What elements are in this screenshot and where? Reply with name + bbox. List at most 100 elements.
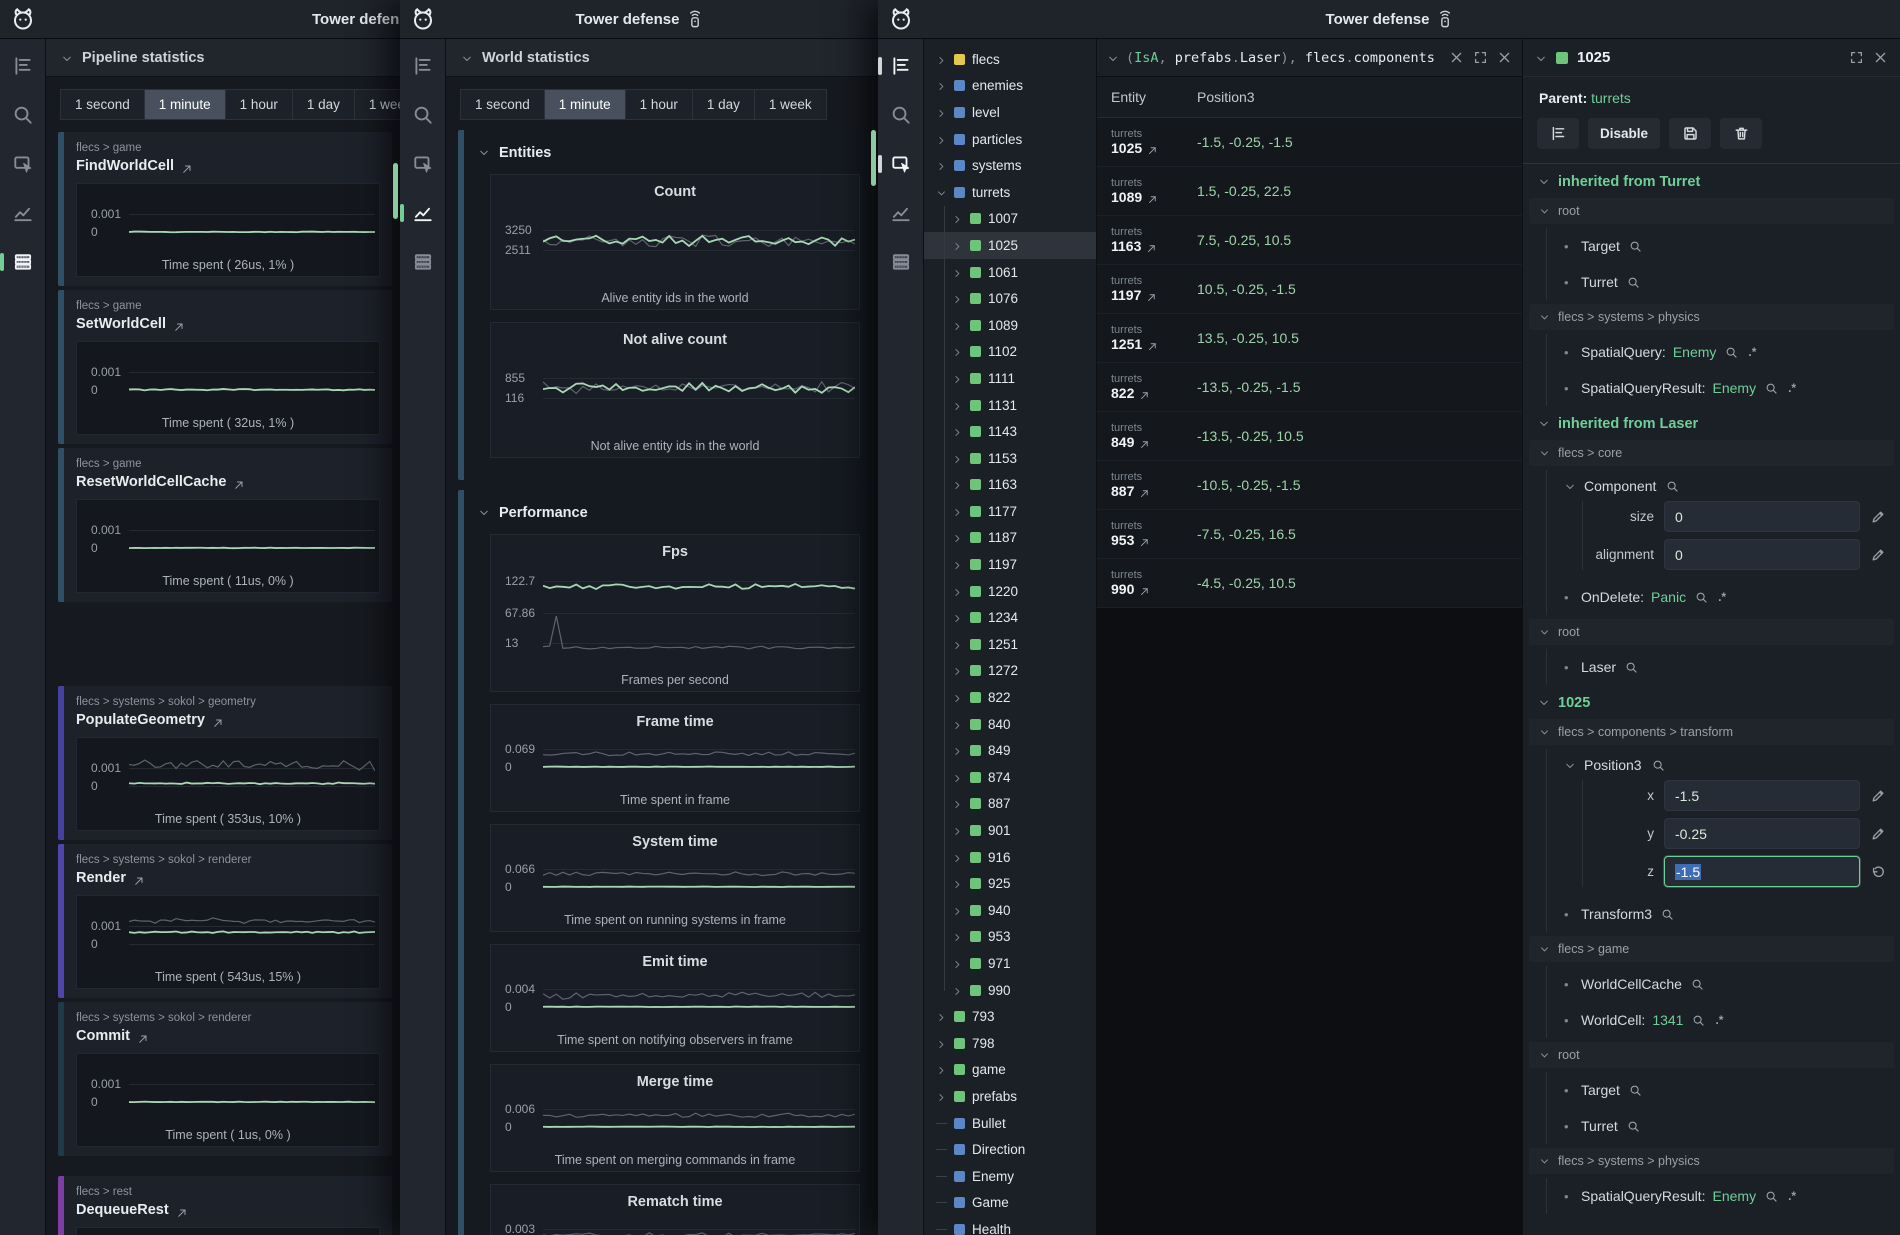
chevron-right-icon[interactable]	[952, 745, 963, 756]
entity-id-link[interactable]: 1025	[1111, 140, 1197, 156]
search-icon[interactable]	[1627, 1120, 1640, 1133]
chevron-right-icon[interactable]	[952, 931, 963, 942]
chevron-right-icon[interactable]	[952, 479, 963, 490]
chevron-right-icon[interactable]	[952, 985, 963, 996]
query-expression[interactable]: (IsA, prefabs.Laser), flecs.components	[1126, 49, 1435, 66]
chevron-right-icon[interactable]	[952, 825, 963, 836]
search-icon[interactable]	[1695, 591, 1708, 604]
component-value[interactable]: Panic	[1651, 589, 1687, 605]
open-link-icon[interactable]	[181, 161, 193, 173]
tree-item-Bullet[interactable]: Bullet	[924, 1110, 1096, 1137]
tree-item-916[interactable]: 916	[924, 844, 1096, 871]
component-value[interactable]: Enemy	[1712, 380, 1757, 396]
component-SpatialQueryResult[interactable]: • SpatialQueryResult: Enemy .*	[1564, 370, 1886, 406]
tab-1-second[interactable]: 1 second	[61, 90, 145, 119]
tab-1-week[interactable]: 1 week	[354, 90, 400, 119]
chevron-right-icon[interactable]	[952, 905, 963, 916]
chevron-right-icon[interactable]	[952, 320, 963, 331]
search-icon[interactable]	[1666, 480, 1679, 493]
tab-1-second[interactable]: 1 second	[461, 90, 545, 119]
tree-item-enemies[interactable]: enemies	[924, 73, 1096, 100]
tab-1-minute[interactable]: 1 minute	[544, 90, 626, 119]
chevron-down-icon[interactable]	[936, 187, 947, 198]
entity-id-link[interactable]: 1197	[1111, 287, 1197, 303]
open-link-icon[interactable]	[173, 319, 185, 331]
search-icon[interactable]	[412, 104, 434, 126]
search-icon[interactable]	[1652, 759, 1665, 772]
tree-item-1061[interactable]: 1061	[924, 259, 1096, 286]
chevron-right-icon[interactable]	[952, 506, 963, 517]
scrollbar-thumb[interactable]	[871, 130, 876, 186]
entity-id-link[interactable]: 849	[1111, 434, 1197, 450]
statistics-icon[interactable]	[412, 251, 434, 273]
chevron-right-icon[interactable]	[952, 240, 963, 251]
chevron-right-icon[interactable]	[952, 400, 963, 411]
open-link-icon[interactable]	[233, 477, 245, 489]
component-WorldCellCache[interactable]: • WorldCellCache	[1564, 966, 1886, 1002]
chevron-right-icon[interactable]	[936, 160, 947, 171]
chevron-right-icon[interactable]	[936, 1091, 947, 1102]
edit-pencil-icon[interactable]	[1870, 788, 1886, 804]
tab-1-minute[interactable]: 1 minute	[144, 90, 226, 119]
field-input-x[interactable]: -1.5	[1664, 780, 1860, 811]
fullscreen-icon[interactable]	[1849, 50, 1864, 65]
tree-item-level[interactable]: level	[924, 99, 1096, 126]
chevron-right-icon[interactable]	[952, 346, 963, 357]
close-icon[interactable]	[1497, 50, 1512, 65]
tree-item-874[interactable]: 874	[924, 764, 1096, 791]
search-icon[interactable]	[1765, 382, 1778, 395]
chevron-right-icon[interactable]	[936, 1064, 947, 1075]
chevron-right-icon[interactable]	[952, 798, 963, 809]
inspector-section-inherited-from-Laser[interactable]: inherited from Laser	[1538, 416, 1886, 432]
inspector-icon[interactable]	[878, 153, 912, 175]
entity-id-link[interactable]: 887	[1111, 483, 1197, 499]
component-value[interactable]: 1341	[1652, 1012, 1684, 1028]
tree-view-button[interactable]	[1537, 118, 1579, 149]
tab-1-week[interactable]: 1 week	[754, 90, 826, 119]
tree-icon[interactable]	[12, 55, 34, 77]
chart-icon[interactable]	[12, 202, 34, 224]
tab-1-hour[interactable]: 1 hour	[625, 90, 693, 119]
component-Transform3[interactable]: • Transform3	[1564, 896, 1886, 932]
panel-header-world[interactable]: World statistics	[446, 39, 878, 77]
chevron-down-icon[interactable]	[1535, 52, 1547, 64]
delete-button[interactable]	[1720, 118, 1763, 149]
tree-item-990[interactable]: 990	[924, 977, 1096, 1004]
tree-icon[interactable]	[412, 55, 434, 77]
field-input-size[interactable]: 0	[1664, 501, 1860, 532]
fullscreen-icon[interactable]	[1473, 50, 1488, 65]
chevron-right-icon[interactable]	[952, 373, 963, 384]
component-SpatialQueryResult[interactable]: • SpatialQueryResult: Enemy .*	[1564, 1178, 1886, 1214]
component-path[interactable]: flecs > systems > physics	[1529, 304, 1894, 330]
chevron-right-icon[interactable]	[936, 134, 947, 145]
tree-item-1187[interactable]: 1187	[924, 525, 1096, 552]
component-Laser[interactable]: • Laser	[1564, 649, 1886, 685]
chevron-right-icon[interactable]	[936, 1038, 947, 1049]
chevron-right-icon[interactable]	[952, 719, 963, 730]
tree-item-1251[interactable]: 1251	[924, 631, 1096, 658]
section-header[interactable]: Entities	[478, 138, 860, 168]
chevron-right-icon[interactable]	[952, 639, 963, 650]
search-icon[interactable]	[1692, 1014, 1705, 1027]
search-icon[interactable]	[1629, 240, 1642, 253]
inspector-section-inherited-from-Turret[interactable]: inherited from Turret	[1538, 174, 1886, 190]
chevron-right-icon[interactable]	[952, 692, 963, 703]
tree-item-particles[interactable]: particles	[924, 126, 1096, 153]
tree-item-971[interactable]: 971	[924, 950, 1096, 977]
tree-item-940[interactable]: 940	[924, 897, 1096, 924]
search-icon[interactable]	[1691, 978, 1704, 991]
save-button[interactable]	[1669, 118, 1712, 149]
tree-item-1177[interactable]: 1177	[924, 498, 1096, 525]
entity-id-link[interactable]: 1089	[1111, 189, 1197, 205]
tree-item-1197[interactable]: 1197	[924, 551, 1096, 578]
tree-item-1220[interactable]: 1220	[924, 578, 1096, 605]
tree-item-1234[interactable]: 1234	[924, 604, 1096, 631]
component-path[interactable]: root	[1529, 1042, 1894, 1068]
chevron-right-icon[interactable]	[952, 293, 963, 304]
undo-icon[interactable]	[1870, 864, 1886, 880]
tree-item-822[interactable]: 822	[924, 684, 1096, 711]
edit-pencil-icon[interactable]	[1870, 826, 1886, 842]
statistics-icon[interactable]	[0, 251, 34, 273]
open-link-icon[interactable]	[176, 1205, 188, 1217]
chevron-right-icon[interactable]	[952, 267, 963, 278]
